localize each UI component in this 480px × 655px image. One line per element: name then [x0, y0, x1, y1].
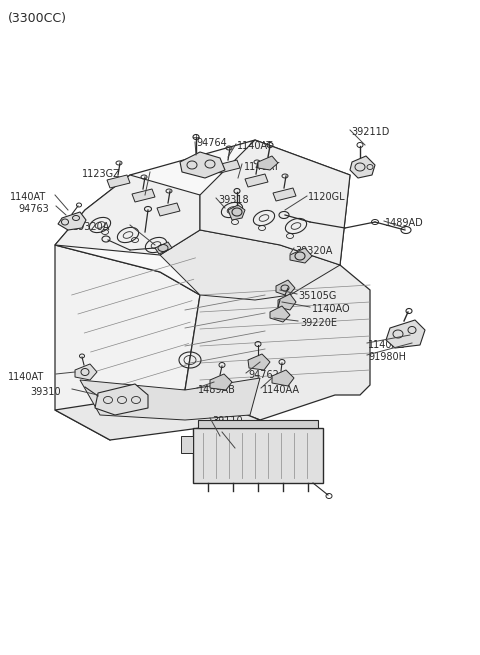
Text: 1120GL: 1120GL [308, 192, 346, 202]
Text: 1489AD: 1489AD [385, 218, 424, 228]
Polygon shape [155, 242, 172, 254]
Polygon shape [95, 384, 148, 415]
Text: 94763: 94763 [18, 204, 49, 214]
Text: 1140AO: 1140AO [312, 304, 350, 314]
Polygon shape [270, 306, 290, 322]
Polygon shape [160, 230, 340, 300]
Polygon shape [193, 428, 323, 483]
Polygon shape [350, 156, 375, 178]
Polygon shape [198, 420, 318, 428]
Polygon shape [157, 203, 180, 216]
Polygon shape [55, 140, 350, 295]
Polygon shape [185, 245, 370, 420]
Polygon shape [58, 212, 86, 230]
Text: 39110: 39110 [212, 416, 242, 426]
Text: 39211D: 39211D [351, 127, 389, 137]
Polygon shape [55, 245, 200, 440]
Text: 1123GZ: 1123GZ [82, 169, 121, 179]
Polygon shape [55, 390, 260, 440]
Text: 1489AB: 1489AB [198, 385, 236, 395]
Text: 94764: 94764 [196, 138, 227, 148]
Polygon shape [386, 320, 425, 348]
Text: 1140AT: 1140AT [8, 372, 44, 382]
Text: 39320A: 39320A [295, 246, 332, 256]
Text: 91980H: 91980H [368, 352, 406, 362]
Polygon shape [272, 370, 294, 386]
Polygon shape [217, 160, 240, 173]
Polygon shape [200, 140, 350, 265]
Polygon shape [245, 174, 268, 187]
Polygon shape [75, 364, 97, 380]
Polygon shape [228, 205, 245, 220]
Polygon shape [55, 175, 200, 255]
Polygon shape [180, 152, 225, 178]
Polygon shape [132, 189, 155, 202]
Text: 35105G: 35105G [298, 291, 336, 301]
Polygon shape [210, 374, 232, 390]
Text: 1140AT: 1140AT [244, 162, 280, 172]
Text: 1140ER: 1140ER [224, 430, 262, 440]
Polygon shape [107, 175, 130, 188]
Text: 39220E: 39220E [300, 318, 337, 328]
Text: 39320A: 39320A [72, 222, 109, 232]
Polygon shape [80, 378, 260, 420]
Polygon shape [276, 280, 295, 296]
Text: 1140AO: 1140AO [368, 340, 407, 350]
Polygon shape [278, 294, 296, 310]
Polygon shape [273, 188, 296, 201]
Text: 94762: 94762 [248, 370, 279, 380]
Text: 1140AA: 1140AA [262, 385, 300, 395]
Text: (3300CC): (3300CC) [8, 12, 67, 25]
Text: 39310: 39310 [30, 387, 60, 397]
Polygon shape [181, 436, 193, 453]
Text: 39318: 39318 [218, 195, 249, 205]
Text: 1140AT: 1140AT [10, 192, 46, 202]
Text: 1140AT: 1140AT [237, 141, 273, 151]
Polygon shape [258, 156, 278, 170]
Polygon shape [290, 248, 312, 263]
Polygon shape [248, 354, 270, 370]
